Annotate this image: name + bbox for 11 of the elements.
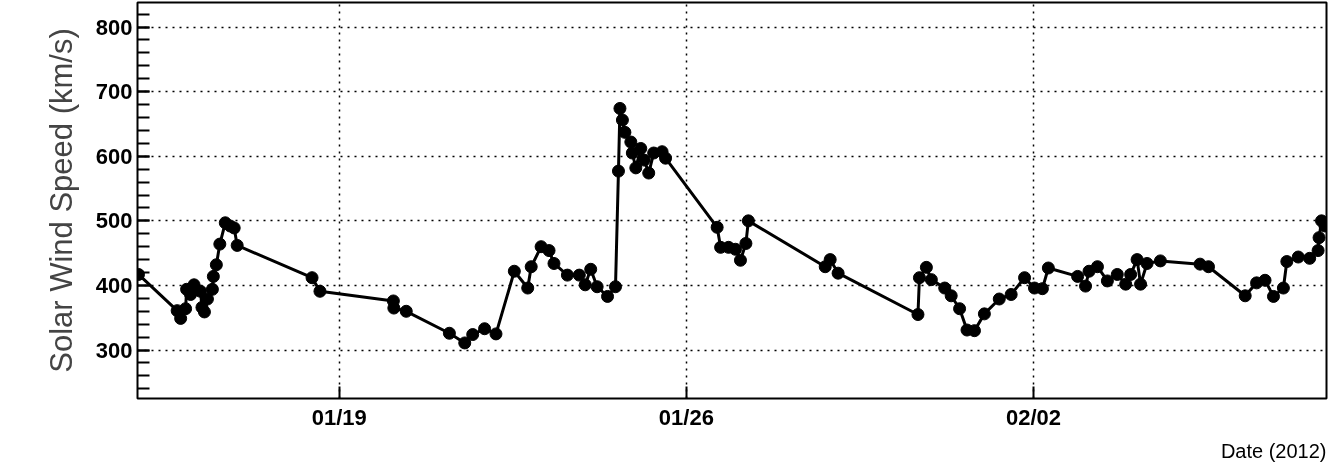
y-axis-title: Solar Wind Speed (km/s)	[43, 28, 79, 373]
y-tick-label: 400	[95, 272, 133, 298]
x-tick-label: 02/02	[1005, 404, 1062, 430]
y-tick-label: 300	[95, 337, 133, 363]
x-axis-title: Date (2012)	[1220, 439, 1327, 462]
x-tick-label: 01/19	[311, 404, 367, 430]
x-tick-label: 01/26	[658, 404, 714, 430]
y-tick-label: 500	[95, 208, 133, 234]
y-tick-label: 600	[95, 143, 133, 169]
y-tick-label: 700	[95, 79, 133, 105]
y-tick-label: 800	[95, 14, 133, 40]
